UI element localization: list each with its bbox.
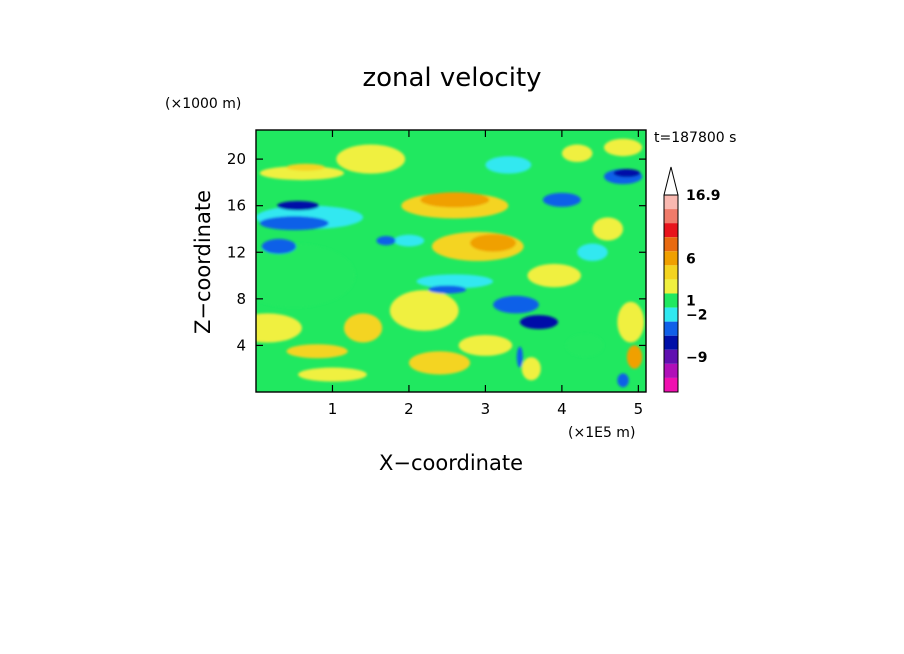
x-tick-label: 2 xyxy=(404,400,414,418)
colorbar-swatch xyxy=(664,195,678,210)
colorbar-swatch xyxy=(664,335,678,350)
y-tick-label: 20 xyxy=(227,150,246,168)
field-region-yellow xyxy=(603,138,643,157)
x-tick-label: 4 xyxy=(557,400,567,418)
y-axis-label: Z−coordinate xyxy=(191,190,215,334)
y-tick-label: 4 xyxy=(236,336,246,354)
field-region-blue xyxy=(376,235,396,246)
time-label: t=187800 s xyxy=(654,130,736,146)
colorbar-swatch xyxy=(664,209,678,224)
colorbar-swatch xyxy=(664,265,678,280)
field-region-yellow xyxy=(298,367,367,382)
field-region-yellow xyxy=(617,301,645,343)
field-region-light-orange xyxy=(286,344,348,359)
x-tick-label: 3 xyxy=(481,400,491,418)
colorbar-label: 6 xyxy=(686,251,696,267)
y-tick-label: 8 xyxy=(236,290,246,308)
y-axis-units: (×1000 m) xyxy=(165,96,241,112)
y-tick-label: 12 xyxy=(227,243,246,261)
colorbar-swatch xyxy=(664,223,678,238)
field-region-orange xyxy=(420,192,490,208)
field-region-navy xyxy=(519,315,559,330)
x-tick-label: 5 xyxy=(634,400,644,418)
field-region-blue xyxy=(493,295,539,314)
y-tick-label: 16 xyxy=(227,197,246,215)
colorbar-swatch xyxy=(664,321,678,336)
field-region-light-orange xyxy=(343,313,383,343)
field-region-cyan xyxy=(416,274,494,289)
colorbar-frame xyxy=(663,194,679,393)
plot-frame xyxy=(255,129,647,393)
field-region-green xyxy=(256,243,356,308)
colorbar-swatch xyxy=(664,279,678,294)
field-region-yellow xyxy=(336,144,406,174)
colorbar-swatch xyxy=(664,251,678,266)
field-region-blue xyxy=(261,238,297,255)
x-tick-label: 1 xyxy=(328,400,338,418)
colorbar-swatch xyxy=(664,237,678,252)
field-region-light-orange xyxy=(408,351,471,375)
colorbar-swatch xyxy=(664,363,678,378)
colorbar-swatch xyxy=(664,377,678,392)
field-region-yellow xyxy=(389,290,459,331)
colorbar-label: 16.9 xyxy=(686,188,721,204)
field-region-blue xyxy=(516,346,523,368)
field-region-orange xyxy=(470,234,516,252)
field-region-cyan xyxy=(393,234,425,247)
x-axis-label: X−coordinate xyxy=(379,451,523,475)
field-region-blue xyxy=(542,192,581,207)
field-region-navy xyxy=(277,201,320,211)
field-region-cyan xyxy=(485,156,532,174)
colorbar-label: 1 xyxy=(686,294,696,310)
field-region-yellow xyxy=(521,357,541,381)
colorbar-label: −2 xyxy=(686,308,707,324)
field-region-blue xyxy=(259,216,329,231)
field-region-yellow xyxy=(592,217,624,241)
field-region-yellow xyxy=(527,263,581,288)
field-region-blue xyxy=(617,373,629,388)
field-region-yellow xyxy=(561,144,593,163)
chart-title: zonal velocity xyxy=(362,63,541,93)
x-axis-units: (×1E5 m) xyxy=(568,425,635,441)
field-region-green xyxy=(565,333,604,358)
field-region-navy xyxy=(613,169,641,178)
plot-area xyxy=(256,130,646,392)
field-region-orange xyxy=(626,345,643,369)
field-region-yellow xyxy=(256,313,302,343)
colorbar-extend-arrow xyxy=(663,166,679,196)
field-region-light-orange xyxy=(286,163,325,171)
colorbar-swatch xyxy=(664,307,678,322)
field-region-blue xyxy=(428,285,467,294)
field-region-yellow xyxy=(259,166,344,181)
colorbar-swatch xyxy=(664,349,678,364)
field-region-yellow xyxy=(458,334,513,356)
colorbar-label: −9 xyxy=(686,350,707,366)
colorbar: 16.9 6 1−2 −9 xyxy=(663,166,721,393)
colorbar-swatch xyxy=(664,293,678,308)
field-region-cyan xyxy=(577,243,608,261)
